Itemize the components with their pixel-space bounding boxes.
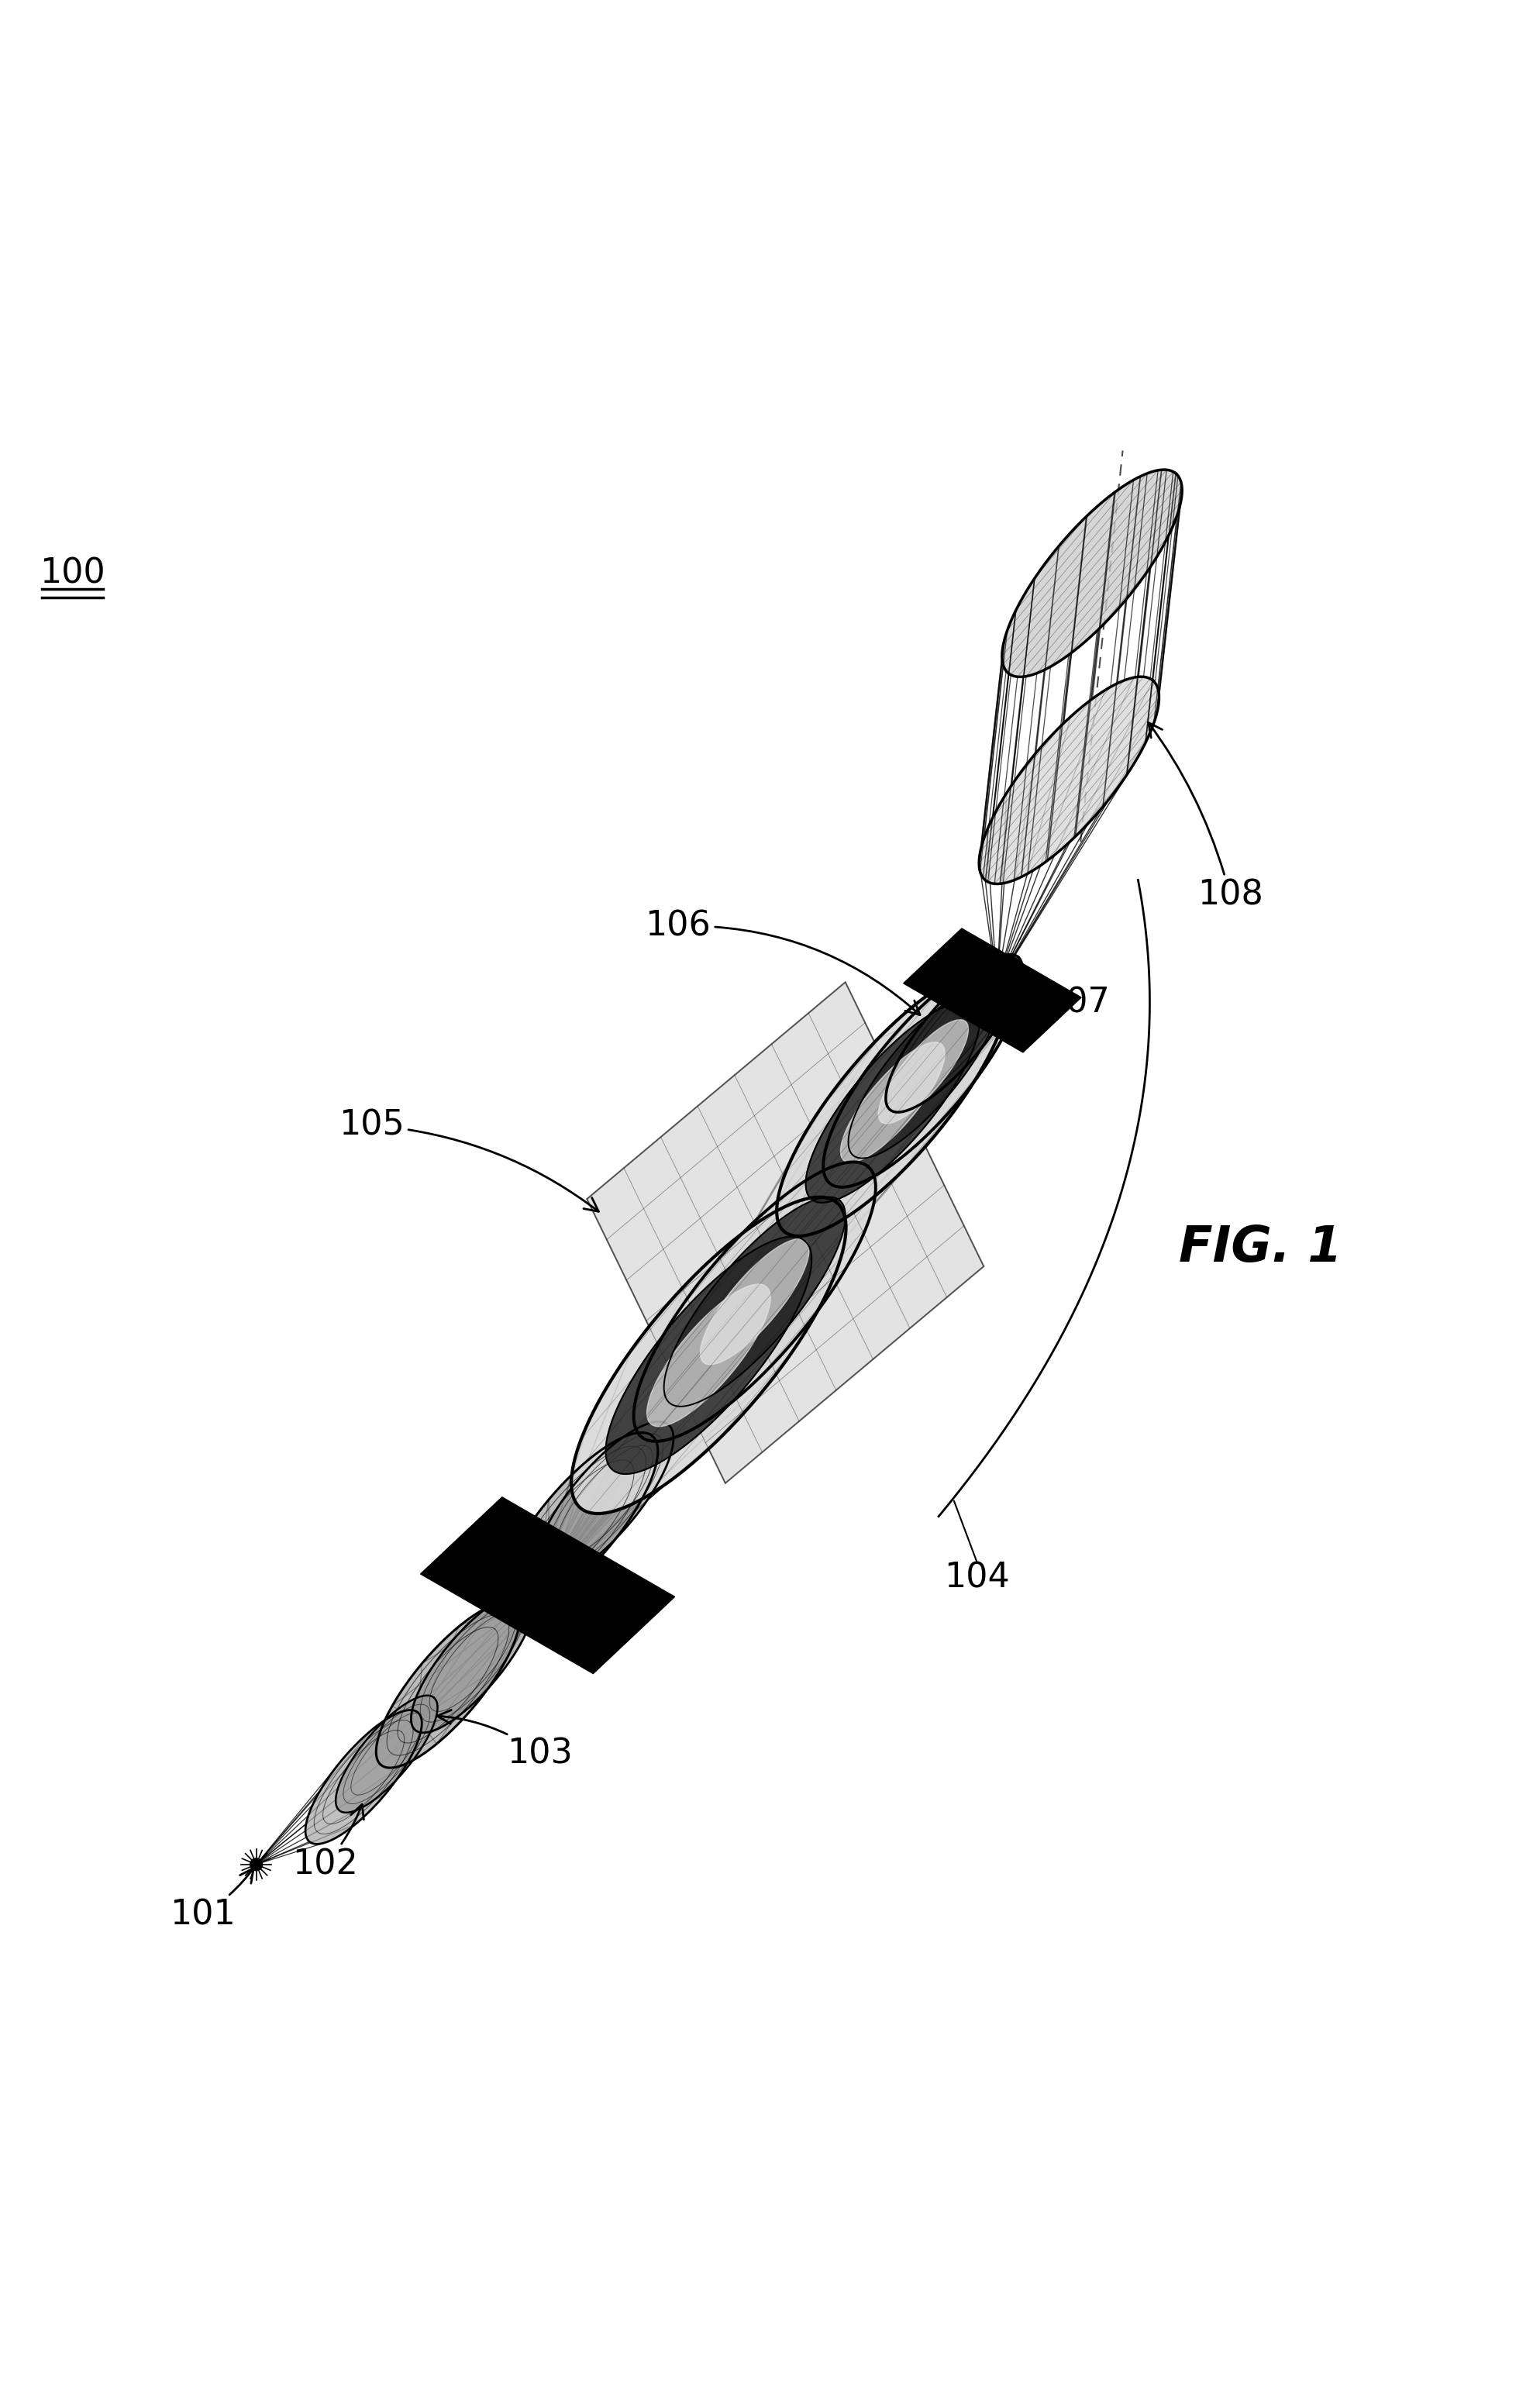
Text: 101: 101 bbox=[169, 1868, 254, 1933]
Polygon shape bbox=[979, 676, 1160, 885]
Text: 104: 104 bbox=[944, 1560, 1010, 1594]
Text: 102: 102 bbox=[293, 1805, 363, 1880]
Polygon shape bbox=[411, 1591, 534, 1733]
Polygon shape bbox=[633, 1161, 876, 1442]
Polygon shape bbox=[701, 1238, 808, 1365]
Polygon shape bbox=[587, 983, 984, 1483]
Text: FIG. 1: FIG. 1 bbox=[1180, 1224, 1343, 1272]
Polygon shape bbox=[904, 928, 1081, 1053]
Polygon shape bbox=[885, 954, 1023, 1113]
Polygon shape bbox=[878, 1019, 969, 1123]
Polygon shape bbox=[605, 1236, 812, 1474]
Polygon shape bbox=[336, 1695, 437, 1813]
Polygon shape bbox=[536, 1421, 673, 1579]
Polygon shape bbox=[776, 969, 1009, 1236]
Polygon shape bbox=[841, 1043, 946, 1164]
Polygon shape bbox=[305, 1709, 422, 1844]
Polygon shape bbox=[824, 957, 1024, 1188]
Text: 105: 105 bbox=[339, 1108, 599, 1212]
Polygon shape bbox=[420, 1498, 675, 1673]
Circle shape bbox=[249, 1858, 262, 1870]
Text: 107: 107 bbox=[1012, 971, 1109, 1019]
Text: 103: 103 bbox=[437, 1709, 573, 1772]
Text: 108: 108 bbox=[1149, 724, 1263, 911]
Polygon shape bbox=[499, 1433, 658, 1615]
Polygon shape bbox=[647, 1284, 770, 1426]
Polygon shape bbox=[376, 1601, 521, 1767]
Polygon shape bbox=[1003, 469, 1183, 678]
Polygon shape bbox=[664, 1197, 845, 1406]
Polygon shape bbox=[571, 1197, 845, 1515]
Polygon shape bbox=[849, 986, 998, 1159]
Text: 106: 106 bbox=[645, 909, 919, 1014]
Polygon shape bbox=[805, 1002, 979, 1202]
Text: 100: 100 bbox=[40, 558, 105, 589]
